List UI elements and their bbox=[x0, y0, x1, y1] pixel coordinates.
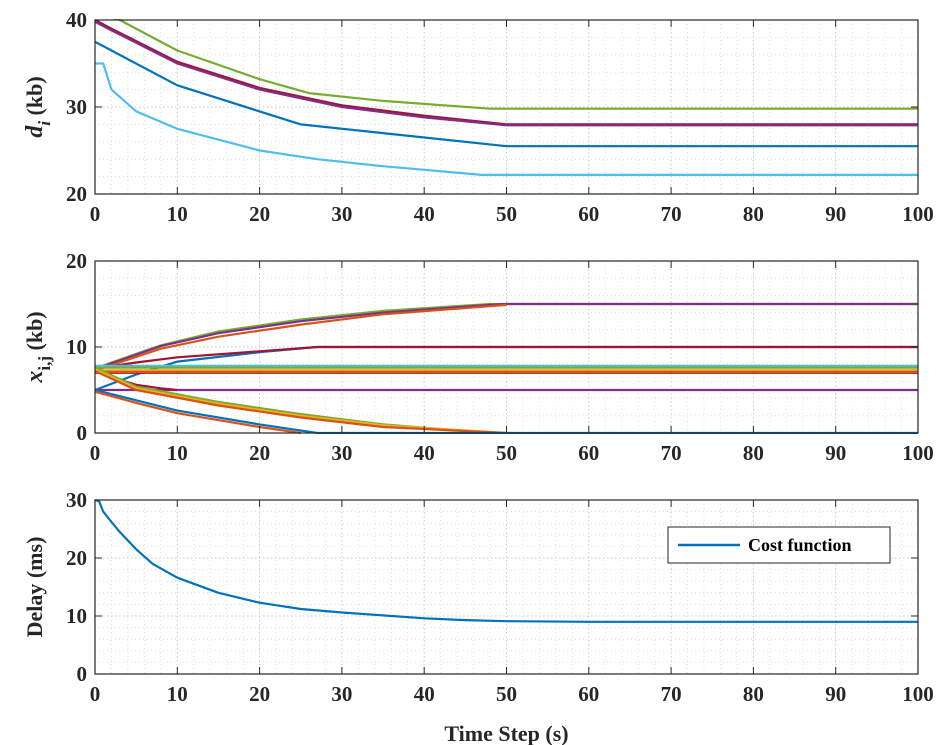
x-tick-label: 70 bbox=[661, 441, 682, 465]
legend: Cost function bbox=[667, 526, 891, 564]
x-tick-label: 0 bbox=[90, 682, 101, 706]
series-line-3 bbox=[95, 40, 918, 148]
y-axis-label: xi,j (kb) bbox=[22, 311, 54, 383]
x-tick-label: 80 bbox=[743, 202, 764, 226]
x-tick-label: 90 bbox=[825, 202, 846, 226]
series-group bbox=[95, 499, 918, 623]
series-group bbox=[95, 19, 918, 176]
y-tick-label: 30 bbox=[66, 95, 87, 119]
series-line-16 bbox=[95, 390, 301, 434]
y-tick-label: 0 bbox=[77, 662, 88, 686]
x-tick-label: 40 bbox=[414, 202, 435, 226]
x-tick-label: 10 bbox=[167, 202, 188, 226]
x-tick-label: 50 bbox=[496, 441, 517, 465]
series-line-13 bbox=[95, 368, 507, 434]
plot-area bbox=[95, 20, 918, 194]
x-tick-label: 30 bbox=[331, 441, 352, 465]
series-line-2 bbox=[95, 20, 918, 127]
x-tick-label: 30 bbox=[331, 202, 352, 226]
series-line-0 bbox=[95, 499, 918, 623]
x-tick-label: 20 bbox=[249, 441, 270, 465]
series-line-4 bbox=[95, 62, 918, 176]
x-tick-label: 10 bbox=[167, 441, 188, 465]
y-tick-label: 10 bbox=[66, 335, 87, 359]
x-tick-label: 100 bbox=[902, 682, 934, 706]
x-tick-label: 0 bbox=[90, 202, 101, 226]
x-tick-label: 90 bbox=[825, 682, 846, 706]
x-tick-label: 50 bbox=[496, 202, 517, 226]
x-tick-label: 60 bbox=[578, 202, 599, 226]
y-tick-label: 30 bbox=[66, 488, 87, 512]
y-tick-label: 10 bbox=[66, 604, 87, 628]
y-tick-label: 20 bbox=[66, 249, 87, 273]
x-tick-label: 10 bbox=[167, 682, 188, 706]
y-tick-label: 20 bbox=[66, 182, 87, 206]
x-tick-label: 80 bbox=[743, 682, 764, 706]
x-axis-label: Time Step (s) bbox=[444, 721, 568, 745]
legend-label: Cost function bbox=[748, 535, 852, 555]
series-line-14 bbox=[95, 370, 507, 434]
x-tick-label: 100 bbox=[902, 441, 934, 465]
panel-delay: 0 10 20 30 40 50 60 70 80 90 100 0 10 20 30 Delay (ms) T… bbox=[22, 488, 934, 745]
y-axis-label: Delay (ms) bbox=[22, 537, 47, 638]
panel-d-i: 0 10 20 30 40 50 60 70 80 90 100 20 30 40 di (kb) bbox=[22, 8, 934, 226]
x-tick-label: 100 bbox=[902, 202, 934, 226]
y-tick-label: 0 bbox=[77, 421, 88, 445]
panel-x-ij: 0 10 20 30 40 50 60 70 80 90 100 0 10 20 xi,j (kb) bbox=[22, 249, 934, 465]
x-tick-label: 60 bbox=[578, 682, 599, 706]
x-tick-label: 90 bbox=[825, 441, 846, 465]
x-tick-label: 40 bbox=[414, 441, 435, 465]
x-tick-label: 70 bbox=[661, 682, 682, 706]
x-tick-label: 50 bbox=[496, 682, 517, 706]
series-line-0 bbox=[113, 19, 918, 110]
x-tick-label: 80 bbox=[743, 441, 764, 465]
x-tick-label: 20 bbox=[249, 202, 270, 226]
y-axis-label: di (kb) bbox=[22, 76, 54, 137]
x-tick-label: 0 bbox=[90, 441, 101, 465]
plot-area bbox=[95, 500, 918, 674]
y-tick-label: 40 bbox=[66, 8, 87, 32]
y-tick-label: 20 bbox=[66, 546, 87, 570]
x-tick-label: 60 bbox=[578, 441, 599, 465]
x-tick-label: 30 bbox=[331, 682, 352, 706]
x-tick-label: 70 bbox=[661, 202, 682, 226]
x-tick-label: 20 bbox=[249, 682, 270, 706]
x-tick-label: 40 bbox=[414, 682, 435, 706]
series-line-4 bbox=[95, 345, 918, 370]
